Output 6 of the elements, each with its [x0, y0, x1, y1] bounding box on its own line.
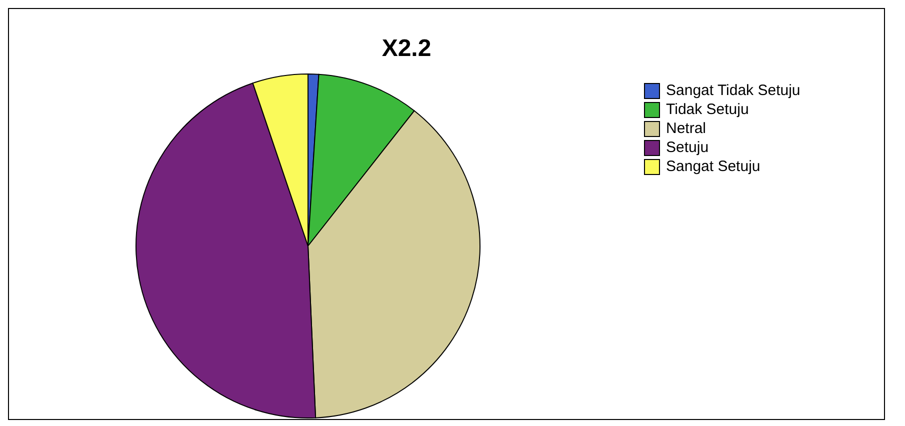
legend-label: Setuju: [666, 138, 709, 157]
chart-title: X2.2: [380, 35, 432, 63]
legend-label: Sangat Setuju: [666, 157, 760, 176]
legend-label: Tidak Setuju: [666, 100, 749, 119]
legend-label: Sangat Tidak Setuju: [666, 81, 800, 100]
legend-label: Netral: [666, 119, 706, 138]
